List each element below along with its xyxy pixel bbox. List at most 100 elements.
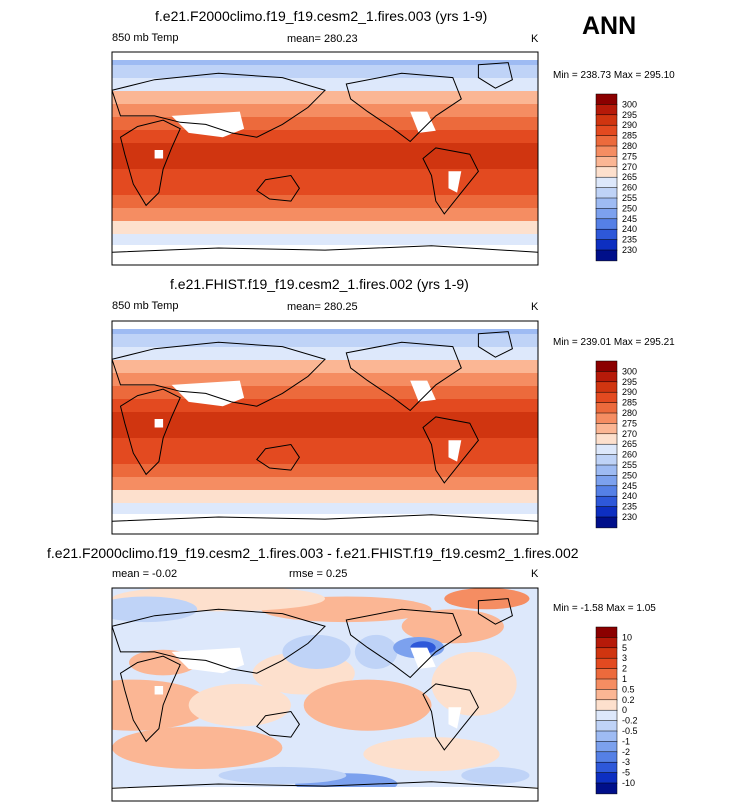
panel3-anomaly bbox=[112, 726, 283, 770]
panel3-colorbar-tick: -5 bbox=[622, 768, 630, 778]
panel2-mean-label: mean= 280.25 bbox=[287, 301, 358, 313]
panel1-colorbar-swatch bbox=[595, 135, 618, 147]
panel3-colorbar-swatch bbox=[595, 772, 618, 784]
panel3-colorbar-swatch bbox=[595, 678, 618, 691]
panel2-colorbar-swatch bbox=[595, 433, 618, 445]
panel2-title: f.e21.FHIST.f19_f19.cesm2_1.fires.002 (y… bbox=[170, 276, 469, 292]
panel2-colorbar-swatch bbox=[595, 506, 618, 518]
panel1-colorbar-swatch bbox=[595, 166, 618, 178]
panel2-band bbox=[112, 399, 538, 413]
panel1-band bbox=[112, 182, 538, 196]
panel3-minmax: Min = -1.58 Max = 1.05 bbox=[553, 603, 656, 614]
panel1-colorbar-swatch bbox=[595, 197, 618, 210]
panel1-coastline bbox=[422, 147, 479, 215]
panel1-band bbox=[112, 65, 538, 79]
panel1-colorbar-tick: 260 bbox=[622, 183, 637, 193]
panel2-band bbox=[112, 464, 538, 478]
panel3-anomaly bbox=[363, 737, 500, 772]
panel2-masked-terrain bbox=[448, 440, 462, 462]
panel1-colorbar-swatch bbox=[595, 114, 618, 126]
panel1-colorbar-tick: 240 bbox=[622, 224, 637, 234]
panel1-colorbar-tick: 290 bbox=[622, 120, 637, 130]
panel1-colorbar-swatch bbox=[595, 208, 618, 220]
panel3-anomaly bbox=[431, 651, 517, 716]
panel2-arctic-cap bbox=[112, 321, 538, 329]
panel2-band bbox=[112, 438, 538, 452]
panel2-units: K bbox=[531, 301, 539, 313]
panel1-colorbar-tick: 245 bbox=[622, 214, 637, 224]
panel3-colorbar-tick: 0 bbox=[622, 705, 627, 715]
panel1-arctic-cap bbox=[112, 52, 538, 60]
panel1-variable-label: 850 mb Temp bbox=[112, 32, 179, 44]
panel1-colorbar-tick: 265 bbox=[622, 172, 637, 182]
panel1-band bbox=[112, 208, 538, 222]
panel2-colorbar-swatch bbox=[595, 423, 618, 435]
panel2-map bbox=[112, 321, 538, 534]
panel3-coastline bbox=[112, 781, 538, 801]
panel1-masked-terrain bbox=[410, 111, 436, 133]
panel2-colorbar-swatch bbox=[595, 495, 618, 508]
panel2-colorbar: 3002952902852802752702652602552502452402… bbox=[595, 360, 637, 529]
panel3-anomaly bbox=[444, 588, 530, 610]
panel3-rmse-label: rmse = 0.25 bbox=[289, 568, 348, 580]
panel3-colorbar-tick: -3 bbox=[622, 757, 630, 767]
panel2-colorbar-tick: 240 bbox=[622, 491, 637, 501]
panel2-minmax: Min = 239.01 Max = 295.21 bbox=[553, 337, 675, 348]
panel2-band bbox=[112, 347, 538, 361]
panel1-masked-terrain bbox=[154, 150, 164, 159]
panel3-colorbar-swatch bbox=[595, 647, 618, 659]
panel1-colorbar-swatch bbox=[595, 156, 618, 168]
panel2-band bbox=[112, 451, 538, 465]
panel1-coastline bbox=[112, 245, 538, 265]
panel1-colorbar-tick: 255 bbox=[622, 193, 637, 203]
panel2-coastline bbox=[345, 341, 462, 412]
panel1-coastline bbox=[112, 72, 326, 138]
panel2-masked-terrain bbox=[154, 419, 164, 428]
panel1-colorbar-tick: 270 bbox=[622, 162, 637, 172]
panel1-colorbar-swatch bbox=[595, 239, 618, 251]
panel1-colorbar-tick: 235 bbox=[622, 235, 637, 245]
panel3-antarctic-cap bbox=[112, 787, 538, 801]
panel3-colorbar-tick: 10 bbox=[622, 632, 632, 642]
panel1-colorbar-swatch bbox=[595, 228, 618, 241]
panel3-colorbar-tick: -10 bbox=[622, 778, 635, 788]
panel3-coastline bbox=[477, 598, 513, 625]
panel3-map bbox=[112, 588, 538, 801]
panel2-coastline bbox=[422, 416, 479, 484]
panel3-colorbar-tick: 3 bbox=[622, 653, 627, 663]
panel3-colorbar-swatch bbox=[595, 626, 618, 639]
panel3-anomaly bbox=[461, 766, 530, 784]
panel3-coastline bbox=[112, 608, 326, 674]
panel1-band bbox=[112, 156, 538, 170]
panel1-colorbar: 3002952902852802752702652602552502452402… bbox=[595, 93, 637, 262]
panel3-anomaly bbox=[282, 634, 351, 669]
panel1-colorbar-tick: 295 bbox=[622, 110, 637, 120]
panel1-masked-terrain bbox=[448, 171, 462, 193]
panel1-colorbar-tick: 275 bbox=[622, 151, 637, 161]
panel1-colorbar-tick: 280 bbox=[622, 141, 637, 151]
panel2-colorbar-swatch bbox=[595, 371, 618, 383]
panel2-colorbar-tick: 285 bbox=[622, 398, 637, 408]
panel1-band bbox=[112, 169, 538, 183]
panel1-band bbox=[112, 234, 538, 248]
panel1-colorbar-swatch bbox=[595, 249, 618, 262]
panel1-units: K bbox=[531, 33, 539, 45]
panel3-colorbar-swatch bbox=[595, 657, 618, 670]
panel2-coastline bbox=[256, 443, 301, 471]
panel2-colorbar-tick: 270 bbox=[622, 429, 637, 439]
panel3-colorbar-swatch bbox=[595, 637, 618, 649]
panel3-colorbar-tick: 0.2 bbox=[622, 695, 635, 705]
panel3-anomaly bbox=[218, 766, 347, 784]
panel3-colorbar-tick: 5 bbox=[622, 643, 627, 653]
panel1-band bbox=[112, 195, 538, 209]
panel3-masked-terrain bbox=[154, 686, 164, 695]
panel3-map-frame bbox=[111, 587, 539, 802]
panel2-map-frame bbox=[111, 320, 539, 535]
panel3-coastline bbox=[119, 655, 181, 743]
panel2-colorbar-tick: 295 bbox=[622, 377, 637, 387]
panel2-coastline bbox=[477, 331, 513, 358]
panel2-colorbar-tick: 255 bbox=[622, 460, 637, 470]
panel2-colorbar-tick: 265 bbox=[622, 439, 637, 449]
panel2-band bbox=[112, 334, 538, 348]
